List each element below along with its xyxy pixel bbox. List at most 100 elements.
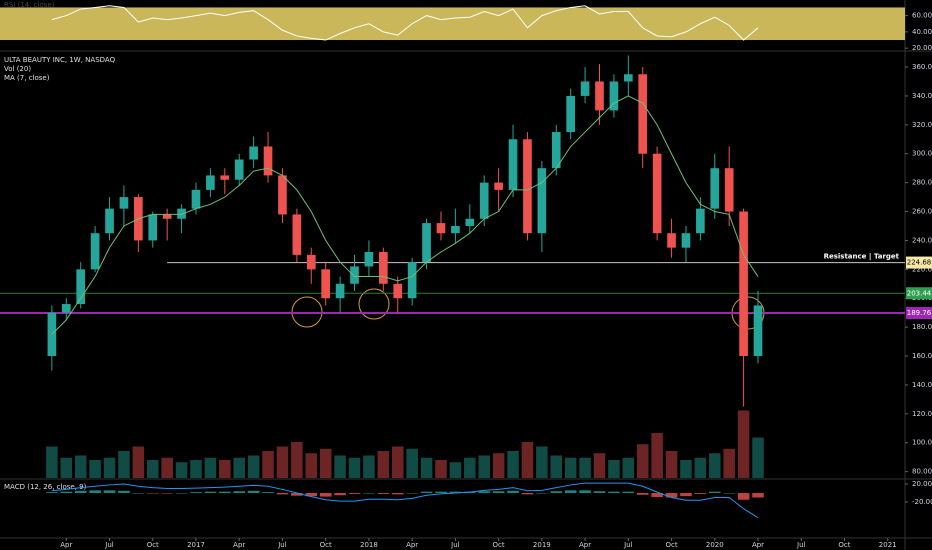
candle-body [278, 175, 287, 215]
rsi-tick-label: 40.00 [912, 28, 932, 36]
macd-histogram-bar [175, 493, 188, 494]
candle-body [609, 81, 619, 111]
volume-bar [622, 457, 635, 478]
macd-histogram-bar [262, 492, 274, 494]
candle-body [753, 305, 763, 357]
volume-bar [536, 446, 548, 478]
volume-bar [247, 455, 260, 478]
volume-bar [651, 433, 663, 478]
macd-line [51, 482, 759, 519]
x-tick-label: 2021 [879, 541, 897, 549]
y-tick-label: 360.00 [912, 63, 932, 71]
volume-bar [478, 455, 490, 478]
macd-histogram-bar [60, 491, 73, 494]
macd-histogram-bar [103, 490, 116, 494]
macd-histogram-bar [146, 493, 159, 494]
macd-histogram-bar [363, 493, 375, 494]
candle-body [465, 218, 475, 226]
volume-bar [363, 455, 375, 478]
candle-body [451, 225, 460, 234]
volume-bar [593, 453, 606, 478]
candle-body [422, 223, 431, 263]
macd-histogram-bar [737, 493, 750, 500]
candle-body [508, 139, 518, 190]
volume-bar [132, 446, 145, 478]
ma-line [51, 95, 759, 335]
volume-bar [521, 442, 534, 478]
macd-histogram-bar [161, 493, 173, 494]
candle-body [494, 182, 503, 190]
y-tick-label: 180.00 [912, 323, 932, 331]
price-tag-label: 189.76 [907, 309, 932, 317]
candle-body [739, 211, 748, 357]
candle-body [105, 208, 114, 234]
macd-histogram-bar [377, 493, 390, 494]
candle-body [710, 168, 720, 209]
macd-histogram-bar [334, 493, 346, 496]
candle-body [191, 189, 201, 209]
volume-bar [46, 446, 58, 478]
volume-bar [219, 460, 231, 478]
macd-histogram-bar [478, 491, 490, 494]
candle-body [220, 175, 230, 180]
volume-bar [564, 457, 577, 478]
volume-bar [118, 451, 130, 478]
volume-bar [449, 462, 462, 478]
x-tick-label: 2020 [706, 541, 724, 549]
candle-body [162, 214, 172, 219]
x-tick-label: Oct [838, 541, 850, 549]
y-tick-label: 320.00 [912, 121, 932, 129]
macd-histogram-bar [406, 493, 418, 494]
x-tick-label: 2017 [187, 541, 205, 549]
candle-body [667, 233, 676, 248]
volume-bar [464, 457, 476, 478]
price-tag-label: 203.44 [907, 289, 932, 297]
macd-histogram-bar [319, 493, 332, 497]
volume-bar [665, 451, 678, 478]
candle-body [566, 95, 575, 133]
macd-histogram-bar [276, 493, 289, 495]
macd-histogram-bar [449, 491, 462, 494]
volume-title: Vol (20) [4, 65, 31, 73]
volume-bar [406, 448, 418, 478]
macd-histogram-bar [680, 493, 692, 497]
macd-histogram-bar [118, 490, 130, 494]
candle-body [379, 251, 388, 284]
candle-body [350, 266, 359, 284]
candle-body [177, 208, 186, 219]
volume-bar [723, 448, 735, 478]
candle-body [407, 262, 417, 299]
candle-body [638, 74, 648, 154]
y-tick-label: 340.00 [912, 92, 932, 100]
volume-bar [579, 457, 591, 478]
candle-body [335, 283, 345, 299]
macd-histogram-bar [420, 491, 433, 494]
volume-bar [420, 457, 433, 478]
y-tick-label: 280.00 [912, 179, 932, 187]
volume-bar [89, 460, 101, 478]
rsi-band [0, 7, 905, 41]
volume-bar [204, 457, 217, 478]
x-tick-label: 2018 [360, 541, 378, 549]
chart-title: ULTA BEAUTY INC, 1W, NASDAQ [4, 56, 116, 64]
x-tick-label: Apr [60, 541, 72, 549]
rsi-tick-label: 60.00 [912, 12, 932, 20]
macd-histogram-bar [564, 490, 577, 494]
volume-bar [161, 457, 173, 478]
candle-body [696, 208, 705, 234]
macd-title: MACD (12, 26, close, 9) [4, 483, 87, 491]
macd-histogram-bar [709, 491, 721, 494]
x-tick-label: Jul [450, 541, 460, 549]
x-tick-label: Jul [104, 541, 114, 549]
candle-body [393, 283, 403, 299]
level-name: Resistance | Target [824, 253, 900, 262]
volume-bar [680, 460, 692, 478]
macd-histogram-bar [507, 490, 519, 494]
candle-body [292, 214, 302, 255]
volume-bar [233, 457, 245, 478]
volume-bar [103, 457, 116, 478]
highlight-circle [291, 296, 323, 328]
volume-bar [60, 457, 73, 478]
